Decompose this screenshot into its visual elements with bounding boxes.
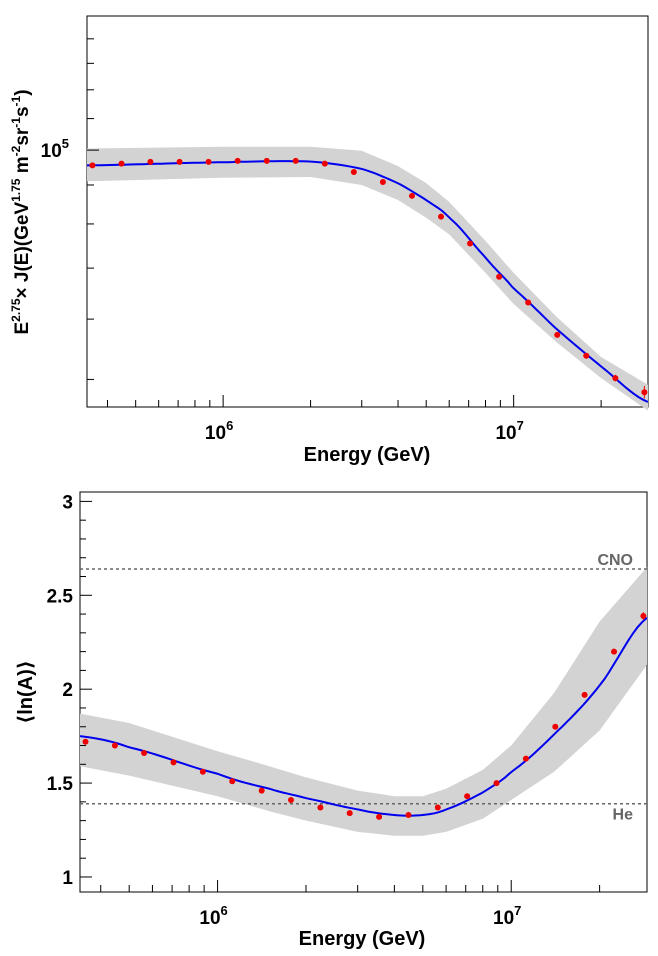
y-tick-label: 1 bbox=[62, 868, 73, 889]
data-point bbox=[493, 780, 500, 787]
data-point bbox=[376, 813, 383, 820]
reference-label-he: He bbox=[613, 807, 634, 824]
lnA-x-axis-label: Energy (GeV) bbox=[299, 928, 426, 950]
data-point bbox=[405, 812, 412, 819]
data-point bbox=[611, 648, 618, 655]
data-point bbox=[438, 213, 445, 220]
data-point bbox=[147, 158, 154, 165]
data-point bbox=[82, 738, 89, 745]
data-point bbox=[612, 375, 619, 382]
data-point bbox=[496, 273, 503, 280]
data-point bbox=[317, 804, 324, 811]
data-point bbox=[581, 691, 588, 698]
x-tick-label: 106 bbox=[199, 903, 227, 929]
flux-y-ticks: 105 bbox=[41, 15, 99, 380]
data-point bbox=[176, 158, 183, 165]
data-point bbox=[263, 157, 270, 164]
flux-fit-layer bbox=[86, 160, 649, 403]
lnA-plot-frame bbox=[79, 491, 648, 893]
lnA-x-ticks: 106 107 bbox=[100, 880, 601, 929]
flux-y-axis-label: E2.75× J(E)(GeV1.75 m-2sr-1s-1) bbox=[9, 89, 33, 334]
data-point bbox=[346, 810, 353, 817]
data-point bbox=[350, 169, 357, 176]
flux-panel: 106 107 105 Energy (GeV) E2.75× J(E)(GeV1… bbox=[9, 15, 649, 466]
data-point bbox=[583, 352, 590, 359]
data-point bbox=[408, 192, 415, 199]
uncertainty-band bbox=[80, 567, 647, 836]
data-point bbox=[525, 299, 532, 306]
data-point bbox=[118, 160, 125, 167]
flux-x-ticks: 106 107 bbox=[107, 395, 602, 444]
data-point bbox=[199, 768, 206, 775]
data-point bbox=[170, 759, 177, 766]
flux-points-layer bbox=[89, 157, 648, 399]
lnA-panel: CNO He 106 107 1 1.5 2 2.5 3 Energy (GeV) ⟨ln(… bbox=[15, 491, 648, 950]
flux-plot-frame bbox=[86, 15, 649, 408]
x-tick-label: 107 bbox=[495, 418, 523, 444]
lnA-y-ticks: 1 1.5 2 2.5 3 bbox=[47, 492, 92, 889]
uncertainty-band bbox=[87, 146, 648, 411]
x-tick-label: 106 bbox=[205, 418, 233, 444]
data-point bbox=[205, 158, 212, 165]
flux-band-layer bbox=[87, 146, 648, 411]
data-point bbox=[292, 157, 299, 164]
data-point bbox=[234, 157, 241, 164]
data-point bbox=[287, 796, 294, 803]
data-point bbox=[434, 804, 441, 811]
data-point bbox=[379, 179, 386, 186]
y-tick-label: 105 bbox=[41, 136, 69, 162]
x-tick-label: 107 bbox=[493, 903, 521, 929]
y-tick-label: 3 bbox=[62, 492, 73, 513]
data-point bbox=[89, 162, 96, 169]
data-point bbox=[552, 723, 559, 730]
data-point bbox=[641, 389, 648, 396]
lnA-band-layer bbox=[80, 567, 647, 836]
data-point bbox=[229, 778, 236, 785]
lnA-reference-lines: CNO He bbox=[80, 552, 647, 824]
reference-label-cno: CNO bbox=[597, 552, 633, 569]
lnA-points-layer bbox=[82, 612, 647, 820]
y-tick-label: 2.5 bbox=[47, 586, 74, 607]
data-point bbox=[640, 612, 647, 619]
data-point bbox=[141, 750, 148, 757]
y-tick-label: 1.5 bbox=[47, 774, 74, 795]
lnA-y-axis-label: ⟨ln(A)⟩ bbox=[15, 660, 37, 724]
data-point bbox=[467, 240, 474, 247]
fit-curve bbox=[86, 160, 649, 403]
data-point bbox=[554, 331, 561, 338]
flux-x-axis-label: Energy (GeV) bbox=[304, 444, 431, 466]
data-point bbox=[522, 755, 529, 762]
y-tick-label: 2 bbox=[62, 680, 73, 701]
data-point bbox=[111, 742, 118, 749]
data-point bbox=[464, 793, 471, 800]
data-point bbox=[321, 160, 328, 167]
data-point bbox=[258, 787, 265, 794]
